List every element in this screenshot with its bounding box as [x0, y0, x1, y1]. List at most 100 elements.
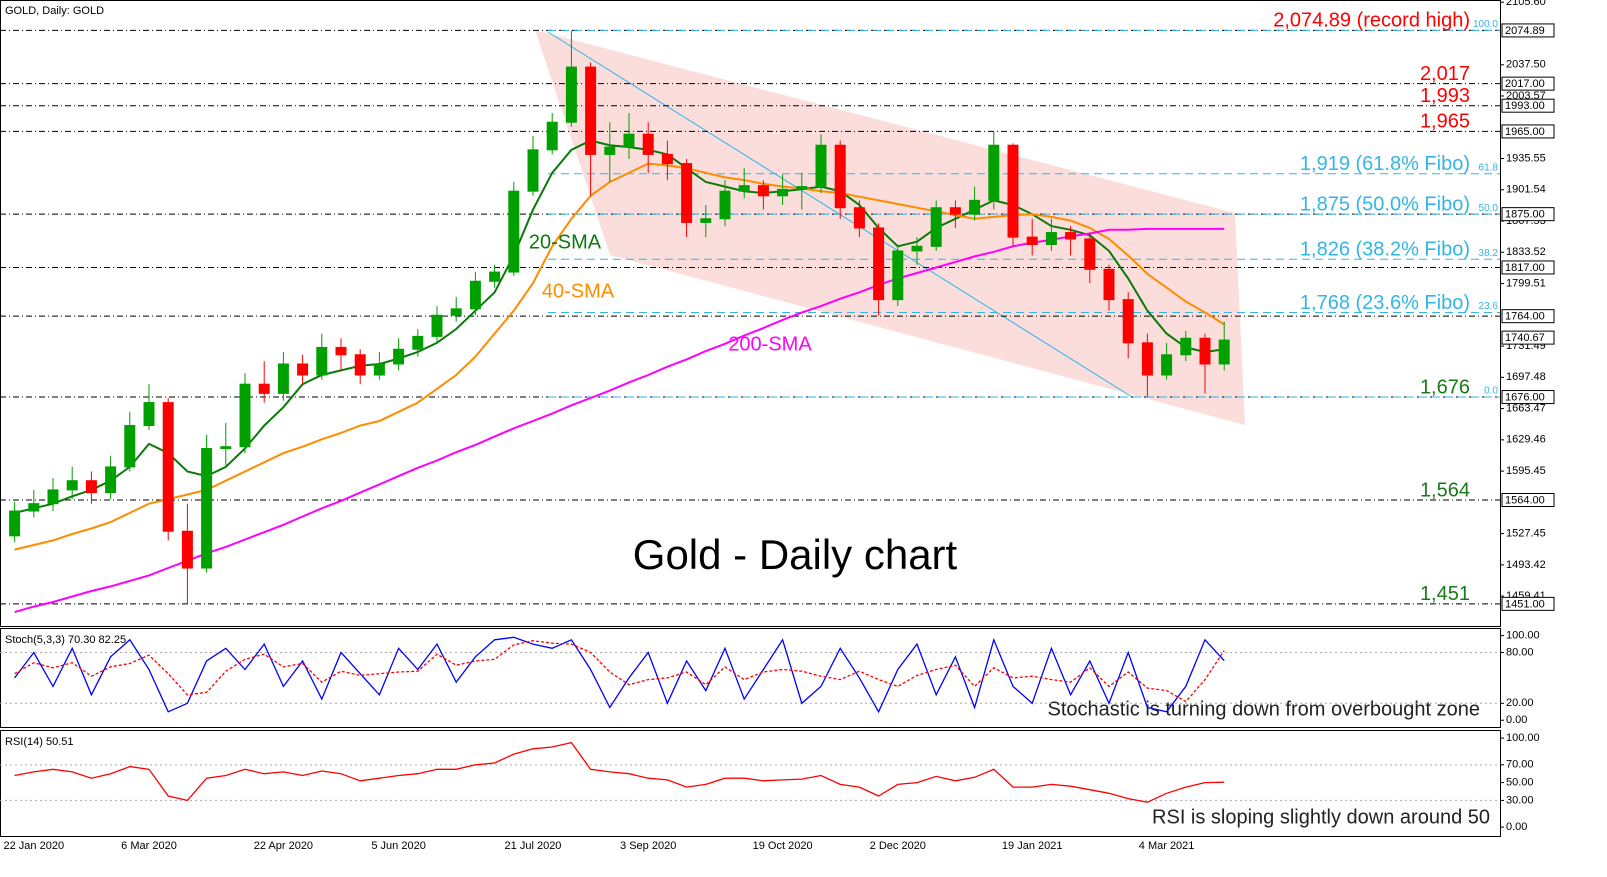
- level-label-box: [1501, 124, 1555, 139]
- fibo-label: 61.8: [1479, 162, 1499, 173]
- candle-body: [853, 207, 865, 229]
- annotation: 2,074.89 (record high): [1273, 10, 1470, 32]
- candle-body: [1122, 299, 1134, 344]
- level-label-box: [1501, 309, 1555, 324]
- x-tick-label: 19 Oct 2020: [753, 840, 813, 852]
- y-tick-label: 1629.46: [1506, 434, 1546, 446]
- y-tick-label: 70.00: [1506, 759, 1534, 771]
- level-label-box: [1501, 207, 1555, 222]
- level-label: 1993.00: [1505, 100, 1545, 112]
- annotation: 1,965: [1420, 111, 1470, 133]
- x-tick-label: 22 Apr 2020: [254, 840, 313, 852]
- price-label-box: [1501, 330, 1555, 345]
- y-tick-label: 2105.60: [1506, 0, 1546, 8]
- candle-body: [335, 346, 347, 356]
- stoch-panel-border: [0, 628, 1501, 728]
- candle-body: [354, 354, 366, 376]
- y-tick-label: 1527.45: [1506, 528, 1546, 540]
- candle-body: [9, 510, 21, 537]
- channel: [535, 30, 1245, 425]
- candle-body: [1084, 238, 1096, 270]
- stoch-title: Stoch(5,3,3) 70.30 82.25: [5, 634, 126, 646]
- candle-body: [1180, 337, 1192, 356]
- candle-body: [796, 186, 808, 190]
- sma-line: [14, 227, 1225, 614]
- candle-body: [412, 335, 424, 350]
- candle-body: [738, 185, 750, 192]
- y-tick-label: 1833.52: [1506, 246, 1546, 258]
- annotation: 1,676: [1420, 376, 1470, 398]
- candle-body: [277, 363, 289, 394]
- candle-body: [834, 144, 846, 209]
- level-label-box: [1501, 76, 1555, 91]
- header: GOLD, Daily: GOLD: [5, 5, 104, 17]
- candle-body: [873, 227, 885, 301]
- candle-body: [892, 250, 904, 301]
- candle-body: [911, 245, 923, 252]
- candle-body: [450, 308, 462, 316]
- level-label-box: [1501, 98, 1555, 113]
- level-label: 1764.00: [1505, 311, 1545, 323]
- candle-body: [66, 480, 78, 491]
- annotation: 1,564: [1420, 479, 1470, 501]
- fibo-label: 23.6: [1479, 301, 1499, 312]
- y-tick-label: 1799.51: [1506, 277, 1546, 289]
- candle-body: [700, 218, 712, 223]
- y-tick-label: 30.00: [1506, 794, 1534, 806]
- candle-body: [815, 144, 827, 188]
- y-tick-label: 100.00: [1506, 732, 1540, 744]
- y-tick-label: 20.00: [1506, 697, 1534, 709]
- candle-body: [143, 402, 155, 427]
- rsi-title: RSI(14) 50.51: [5, 736, 73, 748]
- candle-body: [777, 188, 789, 197]
- series-label: 40-SMA: [542, 280, 615, 302]
- level-label: 1965.00: [1505, 126, 1545, 138]
- y-tick-label: 80.00: [1506, 646, 1534, 658]
- candle-body: [1045, 232, 1057, 245]
- fibo-label: 0.0: [1484, 386, 1498, 397]
- oscillator-line: [14, 640, 1225, 703]
- annotation: 1,993: [1420, 85, 1470, 107]
- candle-body: [719, 190, 731, 220]
- candle-body: [969, 199, 981, 215]
- annotation: 1,875 (50.0% Fibo): [1300, 193, 1470, 215]
- x-tick-label: 5 Jun 2020: [371, 840, 425, 852]
- annotation: 1,451: [1420, 583, 1470, 605]
- rsi-annotation: RSI is sloping slightly down around 50: [1152, 806, 1490, 828]
- level-label: 2074.89: [1505, 25, 1545, 37]
- candle-body: [393, 348, 405, 365]
- y-tick-label: 1595.45: [1506, 465, 1546, 477]
- chart-title: Gold - Daily chart: [633, 531, 958, 578]
- candle-body: [642, 133, 654, 155]
- y-tick-label: 1935.55: [1506, 152, 1546, 164]
- fibo-label: 38.2: [1479, 248, 1499, 259]
- oscillator-line: [14, 741, 1225, 803]
- x-tick-label: 6 Mar 2020: [121, 840, 177, 852]
- candle-body: [47, 489, 59, 505]
- level-label-box: [1501, 596, 1555, 611]
- candle-body: [220, 446, 232, 450]
- price-label: 1740.67: [1505, 332, 1545, 344]
- candle-body: [489, 271, 501, 282]
- level-label-box: [1501, 260, 1555, 275]
- annotation: 1,919 (61.8% Fibo): [1300, 153, 1470, 175]
- y-tick-label: 1493.42: [1506, 559, 1546, 571]
- level-label-box: [1501, 390, 1555, 405]
- level-label: 1817.00: [1505, 262, 1545, 274]
- candle-body: [201, 448, 213, 569]
- x-tick-label: 3 Sep 2020: [620, 840, 676, 852]
- y-tick-label: 1663.47: [1506, 402, 1546, 414]
- annotation: 2,017: [1420, 63, 1470, 85]
- level-label: 2017.00: [1505, 78, 1545, 90]
- candle-body: [565, 66, 577, 123]
- candle-body: [930, 207, 942, 247]
- candle-body: [316, 346, 328, 376]
- stoch-annotation: Stochastic is turning down from overboug…: [1048, 698, 1480, 720]
- sma-line: [14, 162, 1225, 551]
- y-tick-label: 100.00: [1506, 630, 1540, 642]
- candle-body: [85, 480, 97, 494]
- candle-body: [988, 144, 1000, 201]
- series-label: 200-SMA: [728, 333, 812, 355]
